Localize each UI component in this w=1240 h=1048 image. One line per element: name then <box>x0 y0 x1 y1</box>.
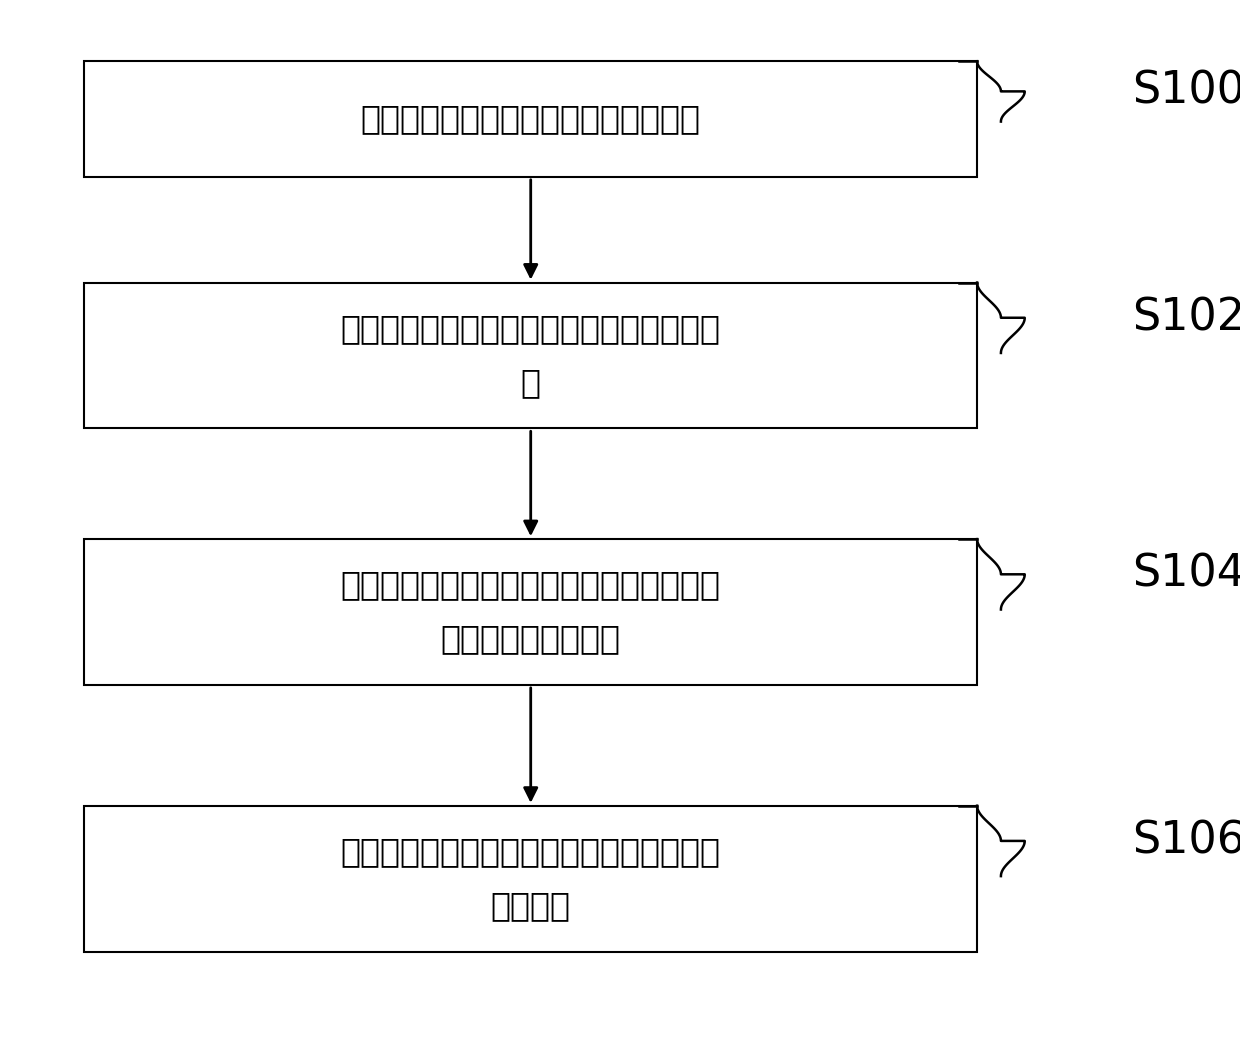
Text: 获取第一遗传学数据和第二遗传学数据: 获取第一遗传学数据和第二遗传学数据 <box>361 103 701 135</box>
Text: S100: S100 <box>1132 70 1240 113</box>
Text: S106: S106 <box>1132 820 1240 863</box>
Text: 根据打分结果划分优先等级，构建出帕金森
关联模型: 根据打分结果划分优先等级，构建出帕金森 关联模型 <box>341 835 720 922</box>
FancyBboxPatch shape <box>84 283 977 429</box>
FancyBboxPatch shape <box>84 539 977 685</box>
Text: S104: S104 <box>1132 552 1240 596</box>
Text: 对第一遗传学数据进行注释，得到已注释数
据: 对第一遗传学数据进行注释，得到已注释数 据 <box>341 312 720 399</box>
Text: 按照预设打分规则给所述已注释数据和所述
第二遗传学数据打分: 按照预设打分规则给所述已注释数据和所述 第二遗传学数据打分 <box>341 569 720 655</box>
FancyBboxPatch shape <box>84 61 977 177</box>
FancyBboxPatch shape <box>84 806 977 952</box>
Text: S102: S102 <box>1132 297 1240 340</box>
